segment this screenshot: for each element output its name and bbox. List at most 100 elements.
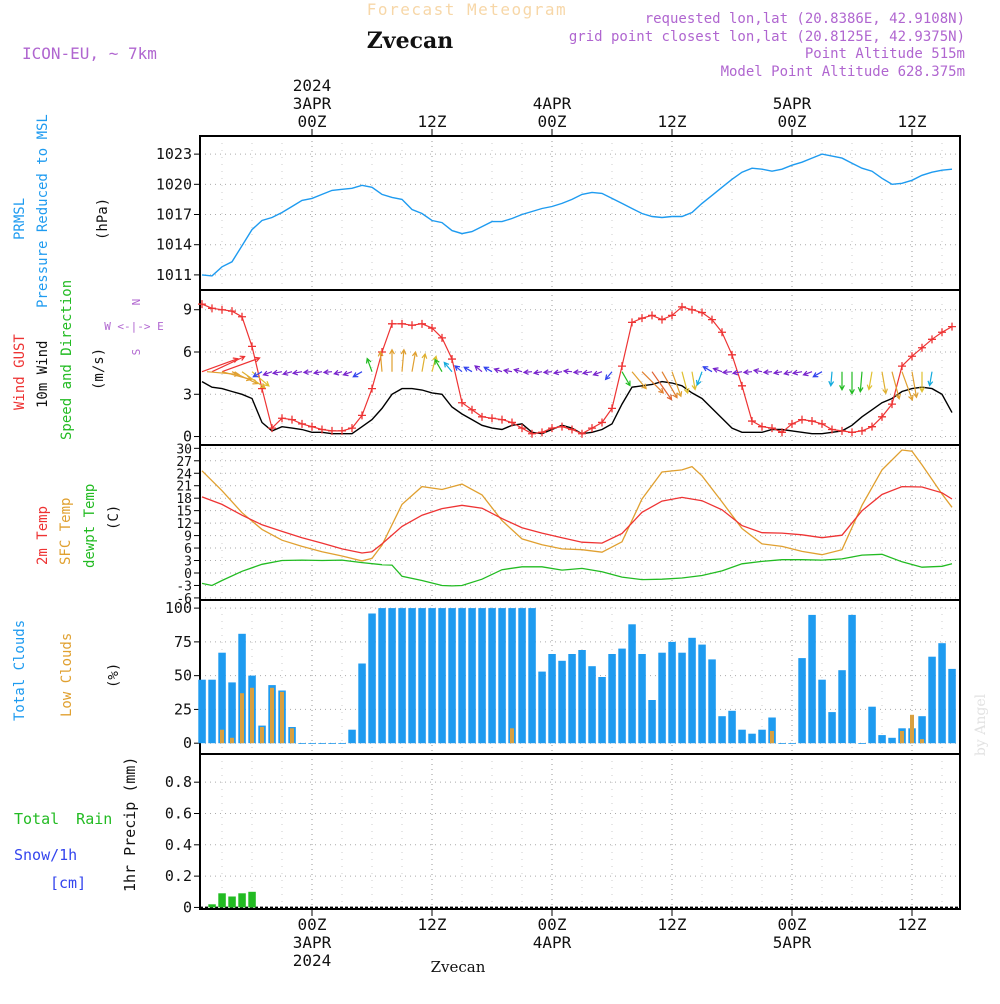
gust-marker — [878, 412, 886, 421]
wind-arrow — [389, 348, 395, 372]
wind-arrow — [849, 371, 855, 395]
panel-frame — [199, 753, 961, 910]
wind-arrow — [881, 371, 888, 395]
cloud-bar-total — [208, 679, 216, 744]
top-time-label: 12Z — [658, 112, 687, 131]
cloud-bar-total — [488, 608, 496, 744]
panel-precip: 0 0.2 0.4 0.6 0.8 — [165, 753, 961, 916]
wind-arrow — [291, 369, 303, 376]
gust-marker — [588, 424, 596, 433]
wind-arrow — [434, 358, 443, 373]
gust-marker — [808, 417, 816, 426]
wind-arrow — [241, 371, 266, 389]
wind-arrow — [641, 371, 665, 394]
wind-arrow — [463, 366, 473, 373]
cloud-bar-total — [608, 654, 616, 744]
cloud-bar-total — [768, 717, 776, 744]
y-tick-label: 6 — [184, 542, 192, 557]
top-time-label: 4APR — [533, 94, 572, 113]
wind-arrow — [919, 371, 925, 393]
wind-arrow — [483, 366, 493, 373]
gust-marker — [338, 426, 346, 435]
cloud-bars — [198, 608, 956, 744]
precip-label-snow: Snow/1h — [14, 846, 77, 864]
bottom-location: Zvecan — [431, 958, 486, 976]
cloud-bar-total — [438, 608, 446, 744]
cloud-bar-total — [418, 608, 426, 744]
gust-marker — [728, 350, 736, 359]
cloud-labels: Total Clouds Low Clouds (%) — [12, 620, 122, 721]
top-time-label: 12Z — [418, 112, 447, 131]
series-wind-gust — [201, 303, 953, 435]
gust-marker — [208, 304, 216, 313]
cloud-bar-low — [280, 691, 284, 744]
series-wind-10m — [201, 380, 953, 435]
cloud-bar-total — [498, 608, 506, 744]
top-time-label: 5APR — [773, 94, 812, 113]
cloud-bar-total — [318, 743, 326, 744]
series-temp-dewpt — [201, 553, 953, 587]
gust-marker — [558, 422, 566, 431]
wind-arrow — [828, 371, 835, 387]
cloud-bar-total — [678, 652, 686, 744]
cloud-bar-total — [918, 716, 926, 744]
gust-marker — [278, 414, 286, 423]
wind-arrow — [604, 371, 613, 381]
cloud-bar-total — [398, 608, 406, 744]
gust-marker — [938, 328, 946, 337]
wind-label-10m: 10m Wind — [35, 341, 51, 408]
gust-marker — [838, 426, 846, 435]
pressure-label-msl: Pressure Reduced to MSL — [35, 114, 51, 308]
wind-arrow — [443, 361, 453, 373]
cloud-bar-total — [938, 643, 946, 744]
gust-marker — [828, 425, 836, 434]
wind-arrow — [857, 371, 864, 393]
temp-label-dewpt: dewpt Temp — [82, 484, 98, 568]
wind-arrow — [695, 371, 703, 387]
gust-marker — [898, 362, 906, 371]
wind-arrow — [302, 369, 313, 375]
gust-marker — [768, 424, 776, 433]
gust-marker — [298, 419, 306, 428]
cloud-bar-total — [358, 663, 366, 744]
gust-marker — [308, 422, 316, 431]
gust-marker — [368, 384, 376, 393]
y-tick-label: 1014 — [156, 236, 192, 254]
precip-bar-rain — [228, 896, 236, 908]
cloud-unit: (%) — [106, 663, 122, 688]
temp-unit: (C) — [106, 505, 122, 530]
wind-arrow — [691, 371, 698, 391]
gust-marker — [798, 415, 806, 424]
cloud-bar-low — [270, 687, 274, 744]
gust-marker — [848, 428, 856, 437]
gust-marker — [778, 428, 786, 437]
cloud-label-low: Low Clouds — [59, 633, 75, 717]
y-tick-label: -6 — [176, 592, 192, 607]
wind-arrow — [681, 371, 690, 395]
series-temp-2m — [201, 485, 953, 554]
top-time-label: 00Z — [298, 112, 327, 131]
wind-arrow — [513, 367, 523, 374]
cloud-bar-total — [778, 743, 786, 744]
bottom-time-label: 00Z — [778, 915, 807, 934]
cloud-bar-total — [538, 671, 546, 744]
cloud-bar-total — [558, 660, 566, 744]
y-tick-label: 27 — [176, 455, 192, 470]
wind-arrow — [631, 371, 647, 390]
gust-marker — [348, 424, 356, 433]
cloud-bar-total — [818, 679, 826, 744]
wind-arrow — [262, 370, 273, 377]
y-tick-label: 9 — [183, 301, 192, 319]
cloud-bar-low — [230, 737, 234, 744]
y-tick-label: 1020 — [156, 175, 192, 193]
cloud-bar-total — [238, 633, 246, 744]
gust-marker — [578, 429, 586, 438]
gust-marker — [738, 381, 746, 390]
cloud-bar-total — [638, 654, 646, 744]
cloud-bar-total — [478, 608, 486, 744]
wind-arrow — [671, 371, 683, 398]
wind-arrow — [721, 369, 733, 376]
